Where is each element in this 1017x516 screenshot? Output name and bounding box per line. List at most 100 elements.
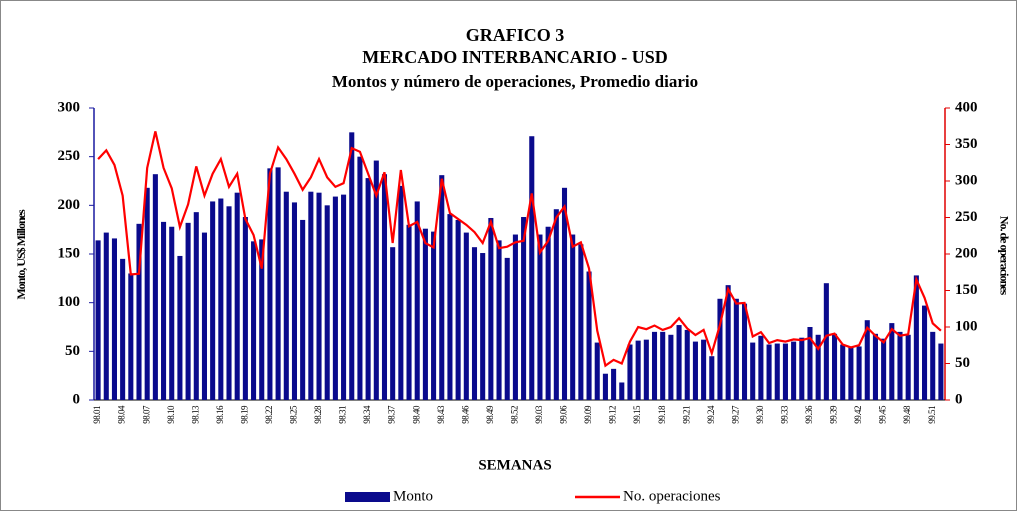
x-tick-label: 99.36 xyxy=(804,405,814,424)
bar xyxy=(831,333,838,400)
bar xyxy=(177,255,183,400)
chart-subtitle: Montos y número de operaciones, Promedio… xyxy=(332,72,698,91)
bar xyxy=(447,214,453,400)
bar xyxy=(381,174,388,400)
bar xyxy=(823,283,829,400)
bar xyxy=(930,331,936,400)
bar xyxy=(308,191,314,400)
x-tick-label: 98.46 xyxy=(460,405,470,424)
x-tick-label: 99.03 xyxy=(534,405,544,424)
bar xyxy=(651,331,658,400)
bar xyxy=(463,232,469,400)
bar xyxy=(758,335,764,400)
bar xyxy=(455,219,461,400)
chart-subtitle: MERCADO INTERBANCARIO - USD xyxy=(362,47,668,67)
bar xyxy=(848,347,854,400)
bar xyxy=(259,239,265,400)
chart-title: GRAFICO 3 xyxy=(466,25,565,45)
bar xyxy=(136,223,142,400)
y2-axis-label: No. de operaciones xyxy=(997,216,1011,296)
bar xyxy=(210,201,216,400)
bar xyxy=(660,331,666,400)
bar xyxy=(766,344,772,400)
x-tick-label: 99.15 xyxy=(632,405,642,424)
y-axis-label: Monto, US$ Millones xyxy=(14,209,28,300)
bar xyxy=(938,343,944,400)
bar xyxy=(545,226,551,400)
bar xyxy=(267,168,273,400)
bar xyxy=(193,212,199,400)
bar xyxy=(602,373,608,400)
x-tick-label: 98.40 xyxy=(411,405,421,424)
bar xyxy=(856,346,862,400)
bar xyxy=(627,344,633,400)
x-axis-label: SEMANAS xyxy=(478,457,551,473)
y-tick-label: 150 xyxy=(58,245,81,261)
x-tick-label: 99.42 xyxy=(853,406,863,424)
legend-swatch xyxy=(345,492,390,502)
bar xyxy=(324,205,330,400)
x-tick-label: 98.31 xyxy=(338,406,348,424)
bar xyxy=(864,320,870,400)
bar xyxy=(349,132,355,401)
y-tick-label: 200 xyxy=(58,197,81,213)
bar xyxy=(480,253,486,400)
bar xyxy=(872,333,878,400)
bar xyxy=(750,342,756,400)
x-tick-label: 99.30 xyxy=(755,405,765,424)
bar xyxy=(144,187,150,400)
bar xyxy=(692,341,698,400)
bar xyxy=(701,339,707,400)
bar xyxy=(733,298,739,400)
bar xyxy=(881,338,887,400)
bar xyxy=(390,247,396,400)
y-tick-label: 100 xyxy=(58,294,81,310)
x-tick-label: 99.12 xyxy=(608,406,618,424)
bar xyxy=(471,247,478,400)
bar xyxy=(496,240,502,400)
x-tick-label: 99.27 xyxy=(730,405,740,424)
bar xyxy=(725,285,731,400)
bar xyxy=(291,202,298,400)
bar xyxy=(578,244,584,400)
bar xyxy=(897,331,903,400)
bar xyxy=(332,196,338,400)
bar xyxy=(242,217,248,400)
bar xyxy=(537,234,543,400)
y-tick-label: 300 xyxy=(58,99,81,115)
bar xyxy=(111,238,117,400)
bar xyxy=(218,198,224,400)
bar xyxy=(431,231,437,400)
x-tick-label: 98.49 xyxy=(485,405,495,424)
x-tick-label: 98.34 xyxy=(362,405,372,424)
bar xyxy=(611,368,617,400)
x-tick-label: 98.01 xyxy=(92,406,102,424)
y2-tick-label: 100 xyxy=(955,318,978,334)
bar xyxy=(553,209,559,400)
bar xyxy=(643,339,649,400)
bar xyxy=(529,136,535,400)
bar xyxy=(676,325,682,400)
x-tick-label: 98.13 xyxy=(190,405,200,424)
bar xyxy=(365,178,371,400)
bar xyxy=(635,340,641,400)
legend-label: Monto xyxy=(393,488,433,504)
legend-label: No. operaciones xyxy=(623,488,721,504)
bar xyxy=(103,232,109,400)
x-tick-label: 98.16 xyxy=(215,405,225,424)
bar xyxy=(717,298,723,400)
bar xyxy=(283,191,289,400)
bar xyxy=(922,305,928,400)
bar xyxy=(799,337,805,400)
y-tick-label: 0 xyxy=(73,391,81,407)
y-tick-label: 250 xyxy=(58,148,81,164)
bar xyxy=(201,232,208,400)
y2-tick-label: 300 xyxy=(955,172,978,188)
x-tick-label: 98.10 xyxy=(166,405,176,424)
bar xyxy=(668,334,674,400)
x-tick-label: 98.07 xyxy=(141,405,151,424)
bar xyxy=(422,228,428,400)
bar xyxy=(398,185,404,400)
x-tick-label: 99.48 xyxy=(902,405,912,424)
